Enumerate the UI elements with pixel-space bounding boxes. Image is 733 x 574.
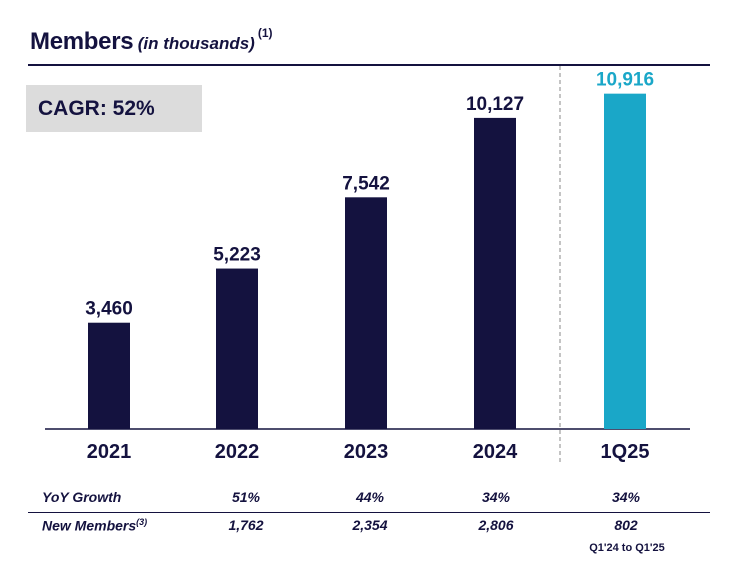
new-members-footnote: (3) [136,517,148,527]
title-subtitle: (in thousands) [137,34,255,53]
cagr-badge: CAGR: 52% [26,85,202,132]
new-members-cell: 2,354 [352,517,388,533]
bar-2023 [345,197,387,429]
data-label: 5,223 [213,245,261,266]
x-tick-label: 1Q25 [601,441,650,463]
yoy-cell: 34% [481,489,511,505]
data-label: 3,460 [85,299,133,320]
new-members-label: New Members(3) [42,517,147,534]
bar-2024 [474,117,516,429]
new-members-row: New Members(3) 1,762 2,354 2,806 802 [0,517,733,537]
bar-1q25 [604,93,646,430]
title-main: Members [30,28,134,55]
bar-2022 [216,268,258,429]
bar-chart: 3,460 2021 5,223 2022 7,542 2023 10,127 2024 10,… [45,66,690,465]
yoy-cell: 51% [231,489,261,505]
new-members-cell: 2,806 [478,517,514,533]
new-members-cell: 802 [614,517,638,533]
new-members-cell: 1,762 [228,517,264,533]
x-tick-label: 2024 [473,441,518,463]
yoy-cell: 34% [611,489,641,505]
chart-title: Members (in thousands)(1) [30,26,273,56]
yoy-cell: 44% [355,489,385,505]
yoy-growth-row: YoY Growth 51% 44% 34% 34% [0,489,733,509]
data-label: 10,916 [596,70,654,91]
data-label: 10,127 [466,94,524,115]
cagr-text: CAGR: 52% [38,96,155,120]
data-label: 7,542 [342,173,390,194]
new-members-label-text: New Members [42,517,137,534]
title-divider [28,64,710,66]
x-tick-label: 2022 [215,441,260,463]
bar-2021 [88,322,130,429]
x-tick-label: 2021 [87,441,132,463]
table-divider [28,512,710,513]
title-footnote-marker: (1) [257,26,273,40]
x-tick-label: 2023 [344,441,389,463]
period-note: Q1'24 to Q1'25 [589,542,665,554]
yoy-growth-label: YoY Growth [42,489,122,505]
